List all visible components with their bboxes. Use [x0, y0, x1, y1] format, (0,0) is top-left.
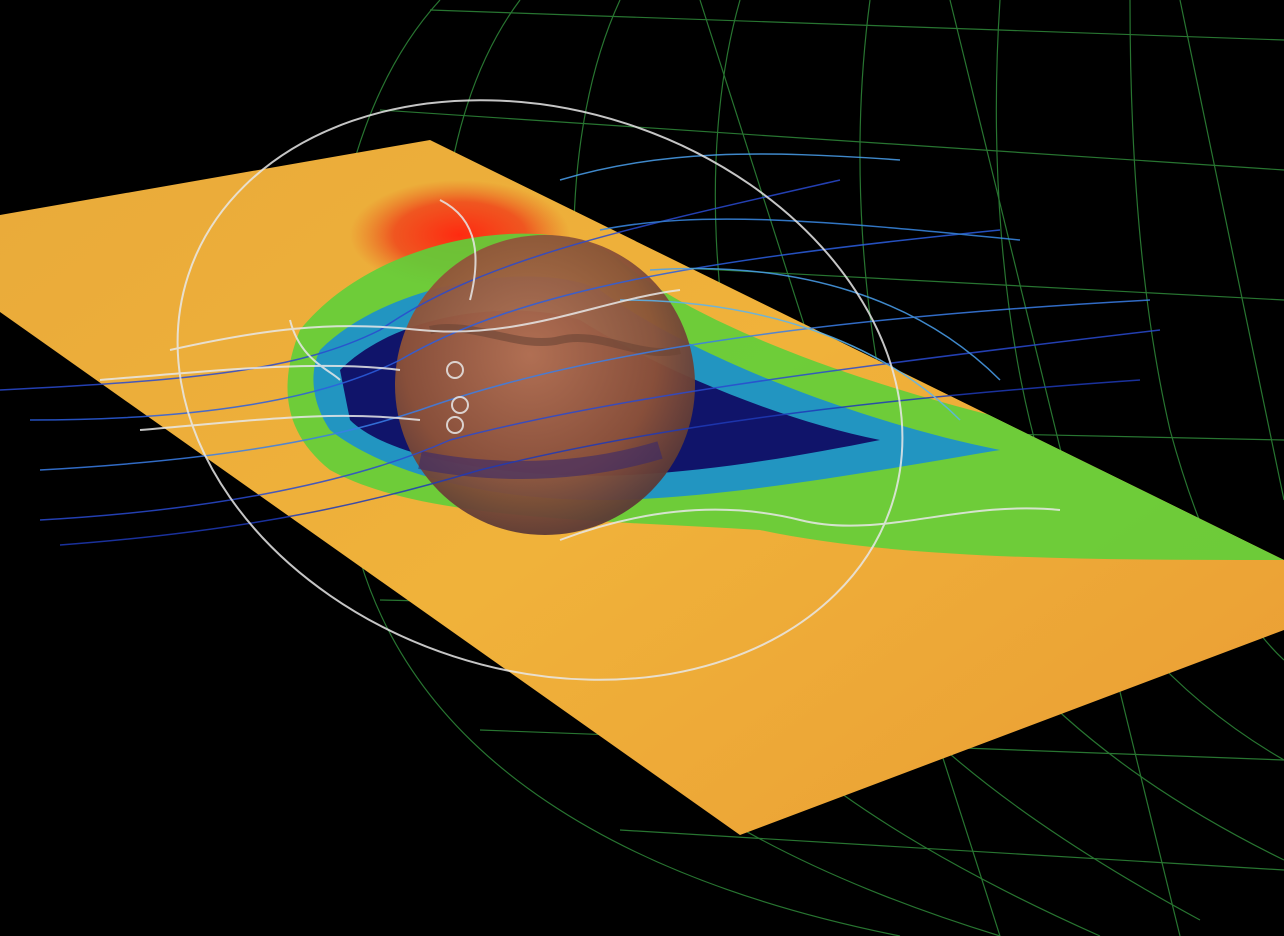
mars [395, 235, 695, 535]
mars-shadow [418, 441, 663, 479]
mars-surface-feature [429, 323, 681, 357]
orbit-overlay [99, 99, 1061, 681]
field-lines [0, 153, 1161, 546]
